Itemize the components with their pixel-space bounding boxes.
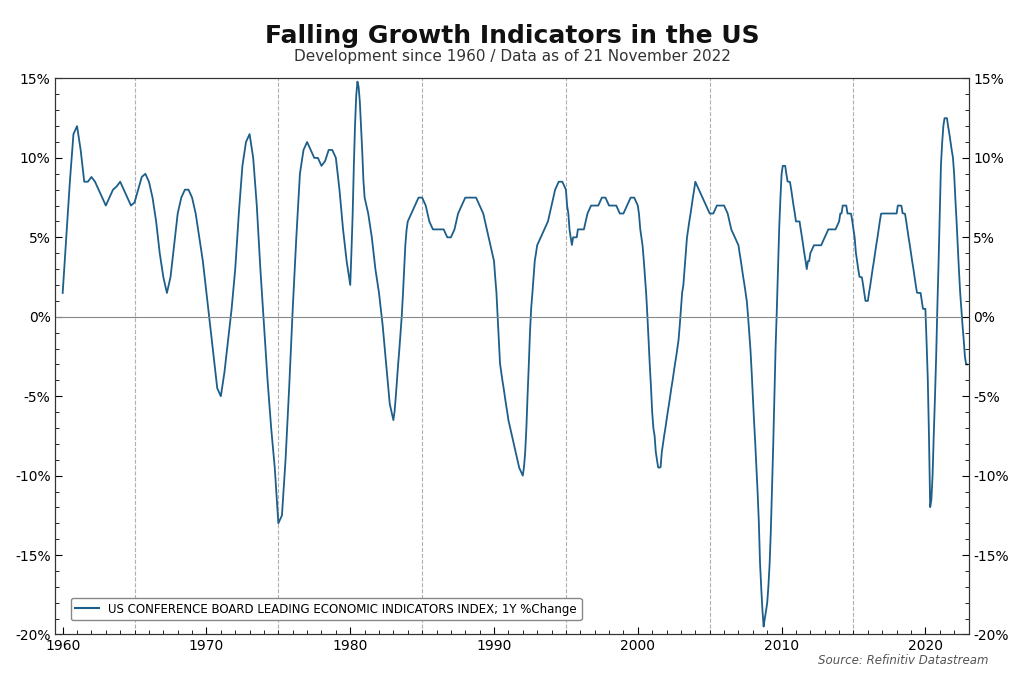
Text: Development since 1960 / Data as of 21 November 2022: Development since 1960 / Data as of 21 N… bbox=[294, 49, 730, 64]
Legend: US CONFERENCE BOARD LEADING ECONOMIC INDICATORS INDEX; 1Y %Change: US CONFERENCE BOARD LEADING ECONOMIC IND… bbox=[71, 598, 582, 620]
Text: Source: Refinitiv Datastream: Source: Refinitiv Datastream bbox=[817, 654, 988, 667]
Text: Falling Growth Indicators in the US: Falling Growth Indicators in the US bbox=[264, 24, 760, 48]
